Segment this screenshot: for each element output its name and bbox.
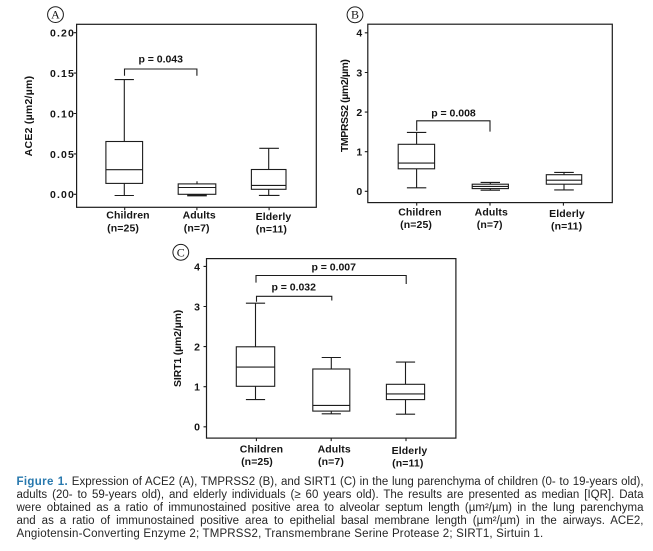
- svg-text:(n=25): (n=25): [241, 456, 273, 468]
- svg-text:A: A: [51, 7, 60, 21]
- svg-text:Adults: Adults: [475, 207, 508, 219]
- svg-text:(n=25): (n=25): [107, 222, 139, 234]
- svg-text:TMPRSS2 (µm2/µm): TMPRSS2 (µm2/µm): [339, 59, 351, 152]
- svg-text:0.10: 0.10: [50, 108, 75, 120]
- svg-text:Children: Children: [106, 210, 149, 222]
- svg-text:(n=11): (n=11): [392, 457, 423, 469]
- svg-text:0.20: 0.20: [50, 28, 75, 40]
- svg-text:Elderly: Elderly: [549, 208, 585, 220]
- svg-text:4: 4: [356, 28, 363, 40]
- svg-text:Elderly: Elderly: [392, 445, 428, 457]
- svg-text:0: 0: [194, 422, 201, 434]
- svg-text:p = 0.007: p = 0.007: [311, 261, 356, 273]
- svg-text:1: 1: [194, 382, 201, 394]
- svg-text:0.05: 0.05: [50, 149, 75, 161]
- svg-text:2: 2: [356, 107, 363, 119]
- svg-text:ACE2 (µm2/µm): ACE2 (µm2/µm): [23, 76, 35, 157]
- svg-text:SIRT1 (µm2/µm): SIRT1 (µm2/µm): [172, 310, 184, 387]
- svg-text:0.15: 0.15: [50, 68, 75, 80]
- svg-text:0: 0: [356, 186, 363, 198]
- svg-text:(n=11): (n=11): [551, 221, 582, 233]
- svg-text:(n=7): (n=7): [184, 222, 210, 234]
- svg-text:4: 4: [194, 261, 201, 273]
- svg-text:p = 0.032: p = 0.032: [271, 281, 316, 293]
- svg-text:p = 0.008: p = 0.008: [431, 108, 476, 120]
- svg-text:1: 1: [356, 147, 363, 159]
- svg-text:(n=25): (n=25): [400, 219, 432, 231]
- svg-text:Adults: Adults: [318, 444, 351, 456]
- svg-text:0.00: 0.00: [50, 189, 75, 201]
- svg-text:Children: Children: [240, 444, 283, 456]
- svg-text:(n=7): (n=7): [477, 219, 503, 231]
- svg-text:Children: Children: [398, 207, 441, 219]
- svg-text:(n=7): (n=7): [318, 456, 344, 468]
- svg-text:2: 2: [194, 342, 201, 354]
- svg-text:p = 0.043: p = 0.043: [138, 54, 183, 66]
- svg-text:Adults: Adults: [183, 210, 216, 222]
- svg-text:Elderly: Elderly: [256, 211, 292, 223]
- svg-text:(n=11): (n=11): [256, 224, 287, 236]
- svg-text:B: B: [351, 7, 359, 21]
- svg-text:3: 3: [194, 301, 201, 313]
- svg-text:C: C: [177, 245, 185, 259]
- svg-text:3: 3: [356, 67, 363, 79]
